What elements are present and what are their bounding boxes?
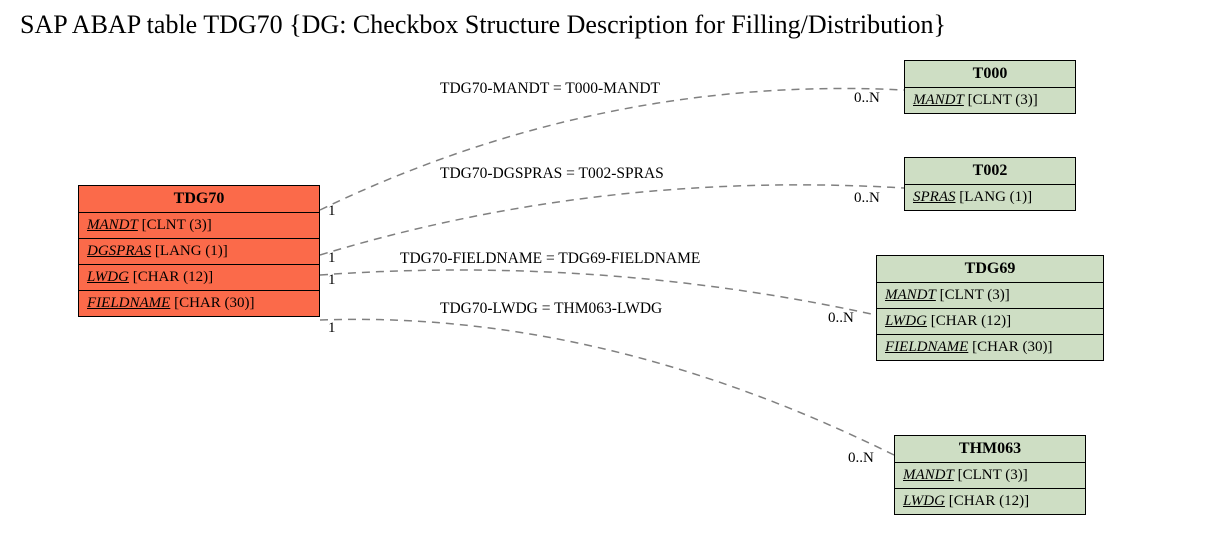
field-key: FIELDNAME [87, 295, 170, 311]
entity-header: TDG69 [877, 256, 1103, 283]
field-type: [CLNT (3)] [964, 92, 1038, 108]
entity-field: MANDT [CLNT (3)] [895, 463, 1085, 489]
field-type: [CHAR (12)] [927, 313, 1011, 329]
entity-thm063: THM063MANDT [CLNT (3)]LWDG [CHAR (12)] [894, 435, 1086, 515]
entity-header: TDG70 [79, 186, 319, 213]
entity-tdg69: TDG69MANDT [CLNT (3)]LWDG [CHAR (12)]FIE… [876, 255, 1104, 361]
field-key: DGSPRAS [87, 243, 151, 259]
entity-field: SPRAS [LANG (1)] [905, 185, 1075, 210]
entity-field: FIELDNAME [CHAR (30)] [877, 335, 1103, 360]
field-type: [CLNT (3)] [954, 467, 1028, 483]
field-type: [CLNT (3)] [936, 287, 1010, 303]
cardinality-source: 1 [328, 320, 336, 337]
field-key: LWDG [903, 493, 945, 509]
entity-t000: T000MANDT [CLNT (3)] [904, 60, 1076, 114]
entity-field: MANDT [CLNT (3)] [79, 213, 319, 239]
field-key: SPRAS [913, 189, 956, 205]
field-type: [CHAR (12)] [945, 493, 1029, 509]
field-key: MANDT [913, 92, 964, 108]
field-type: [LANG (1)] [956, 189, 1033, 205]
entity-field: MANDT [CLNT (3)] [905, 88, 1075, 113]
entity-field: LWDG [CHAR (12)] [877, 309, 1103, 335]
entity-field: LWDG [CHAR (12)] [79, 265, 319, 291]
entity-field: LWDG [CHAR (12)] [895, 489, 1085, 514]
relation-label: TDG70-MANDT = T000-MANDT [440, 80, 660, 98]
cardinality-source: 1 [328, 203, 336, 220]
entity-tdg70: TDG70MANDT [CLNT (3)]DGSPRAS [LANG (1)]L… [78, 185, 320, 317]
relation-label: TDG70-LWDG = THM063-LWDG [440, 300, 662, 318]
field-key: LWDG [87, 269, 129, 285]
relation-label: TDG70-FIELDNAME = TDG69-FIELDNAME [400, 250, 700, 268]
page-title: SAP ABAP table TDG70 {DG: Checkbox Struc… [20, 10, 946, 40]
cardinality-source: 1 [328, 250, 336, 267]
entity-header: T002 [905, 158, 1075, 185]
entity-field: FIELDNAME [CHAR (30)] [79, 291, 319, 316]
field-key: FIELDNAME [885, 339, 968, 355]
field-type: [CHAR (12)] [129, 269, 213, 285]
cardinality-target: 0..N [828, 310, 854, 327]
field-type: [CLNT (3)] [138, 217, 212, 233]
field-key: MANDT [87, 217, 138, 233]
field-key: MANDT [903, 467, 954, 483]
field-type: [CHAR (30)] [170, 295, 254, 311]
cardinality-target: 0..N [854, 190, 880, 207]
field-type: [LANG (1)] [151, 243, 228, 259]
entity-field: DGSPRAS [LANG (1)] [79, 239, 319, 265]
entity-header: THM063 [895, 436, 1085, 463]
cardinality-target: 0..N [854, 90, 880, 107]
field-key: LWDG [885, 313, 927, 329]
cardinality-source: 1 [328, 272, 336, 289]
entity-header: T000 [905, 61, 1075, 88]
field-type: [CHAR (30)] [968, 339, 1052, 355]
relation-label: TDG70-DGSPRAS = T002-SPRAS [440, 165, 664, 183]
field-key: MANDT [885, 287, 936, 303]
entity-field: MANDT [CLNT (3)] [877, 283, 1103, 309]
cardinality-target: 0..N [848, 450, 874, 467]
entity-t002: T002SPRAS [LANG (1)] [904, 157, 1076, 211]
